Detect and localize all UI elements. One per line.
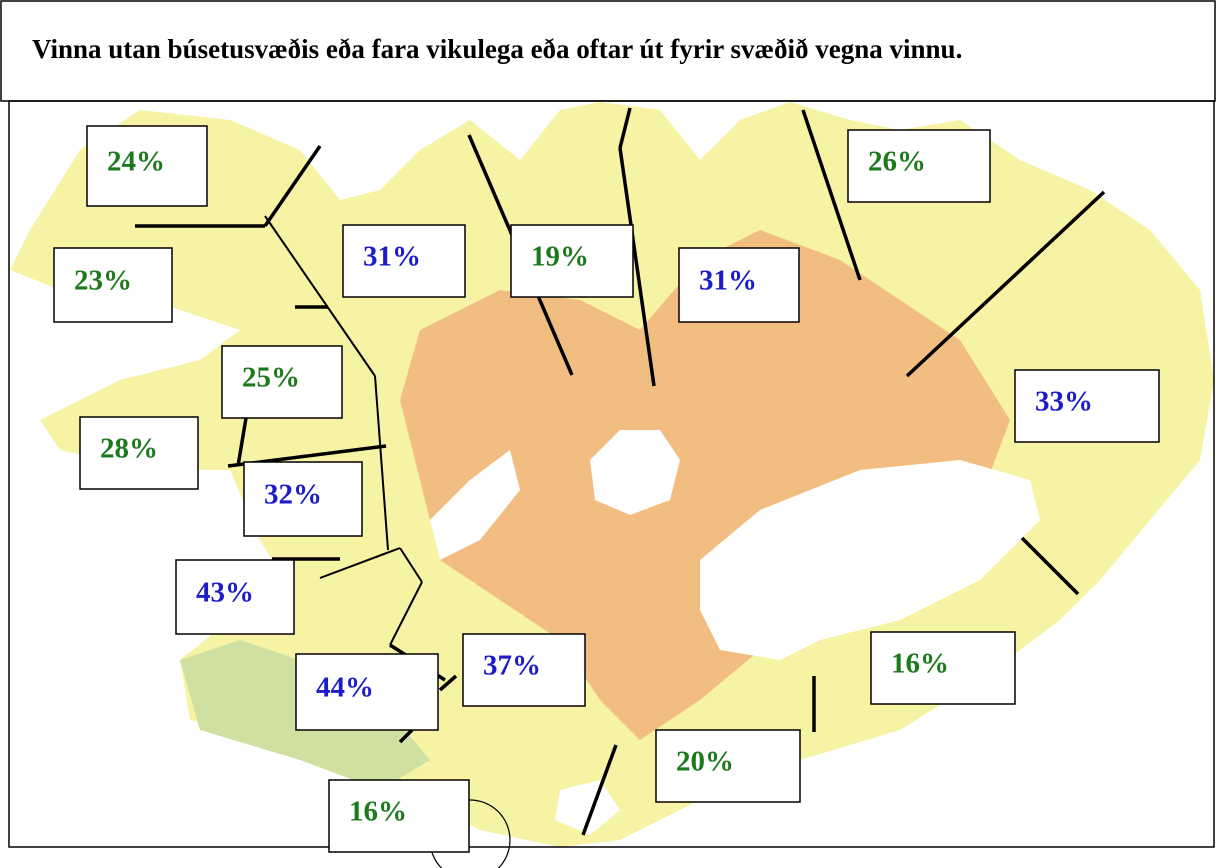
highland (400, 230, 1010, 740)
label-box (510, 224, 634, 298)
label-box (870, 631, 1016, 705)
map-frame (8, 100, 1215, 848)
region-label: 31% (363, 241, 421, 273)
region-label: 24% (107, 146, 165, 178)
region-label: 16% (891, 648, 949, 680)
labels: 24% 23% 31% 19% 31% 26% 25% 28% 32% 33% 43% 44% 37% 1… (53, 125, 1160, 853)
title: Vinna utan búsetusvæðis eða fara vikuleg… (32, 34, 962, 64)
region-label: 32% (264, 479, 322, 511)
region-label: 19% (531, 241, 589, 273)
label-box (221, 345, 343, 419)
label-box (655, 729, 801, 803)
region-label: 25% (242, 362, 300, 394)
label-box (79, 416, 199, 490)
region-label: 20% (676, 746, 734, 778)
label-box (53, 247, 173, 323)
label-box (342, 224, 466, 298)
label-box (678, 247, 800, 323)
label-box (328, 779, 470, 853)
label-box (175, 559, 295, 635)
region-label: 37% (483, 650, 541, 682)
region-label: 31% (699, 265, 757, 297)
label-box (243, 461, 363, 537)
region-label: 28% (100, 433, 158, 465)
glacier (590, 430, 680, 515)
label-box (462, 633, 586, 707)
label-box (847, 129, 991, 203)
glacier (430, 450, 520, 560)
region-label: 33% (1035, 386, 1093, 418)
label-box (86, 125, 208, 207)
glacier (555, 780, 620, 835)
region-label: 44% (316, 672, 374, 704)
label-box (295, 653, 439, 731)
region-lines (135, 107, 1106, 868)
glacier (700, 460, 1040, 660)
region-label: 26% (868, 146, 926, 178)
region-label: 43% (196, 577, 254, 609)
region-label: 16% (349, 796, 407, 828)
label-box (1014, 369, 1160, 443)
region-label: 23% (74, 265, 132, 297)
